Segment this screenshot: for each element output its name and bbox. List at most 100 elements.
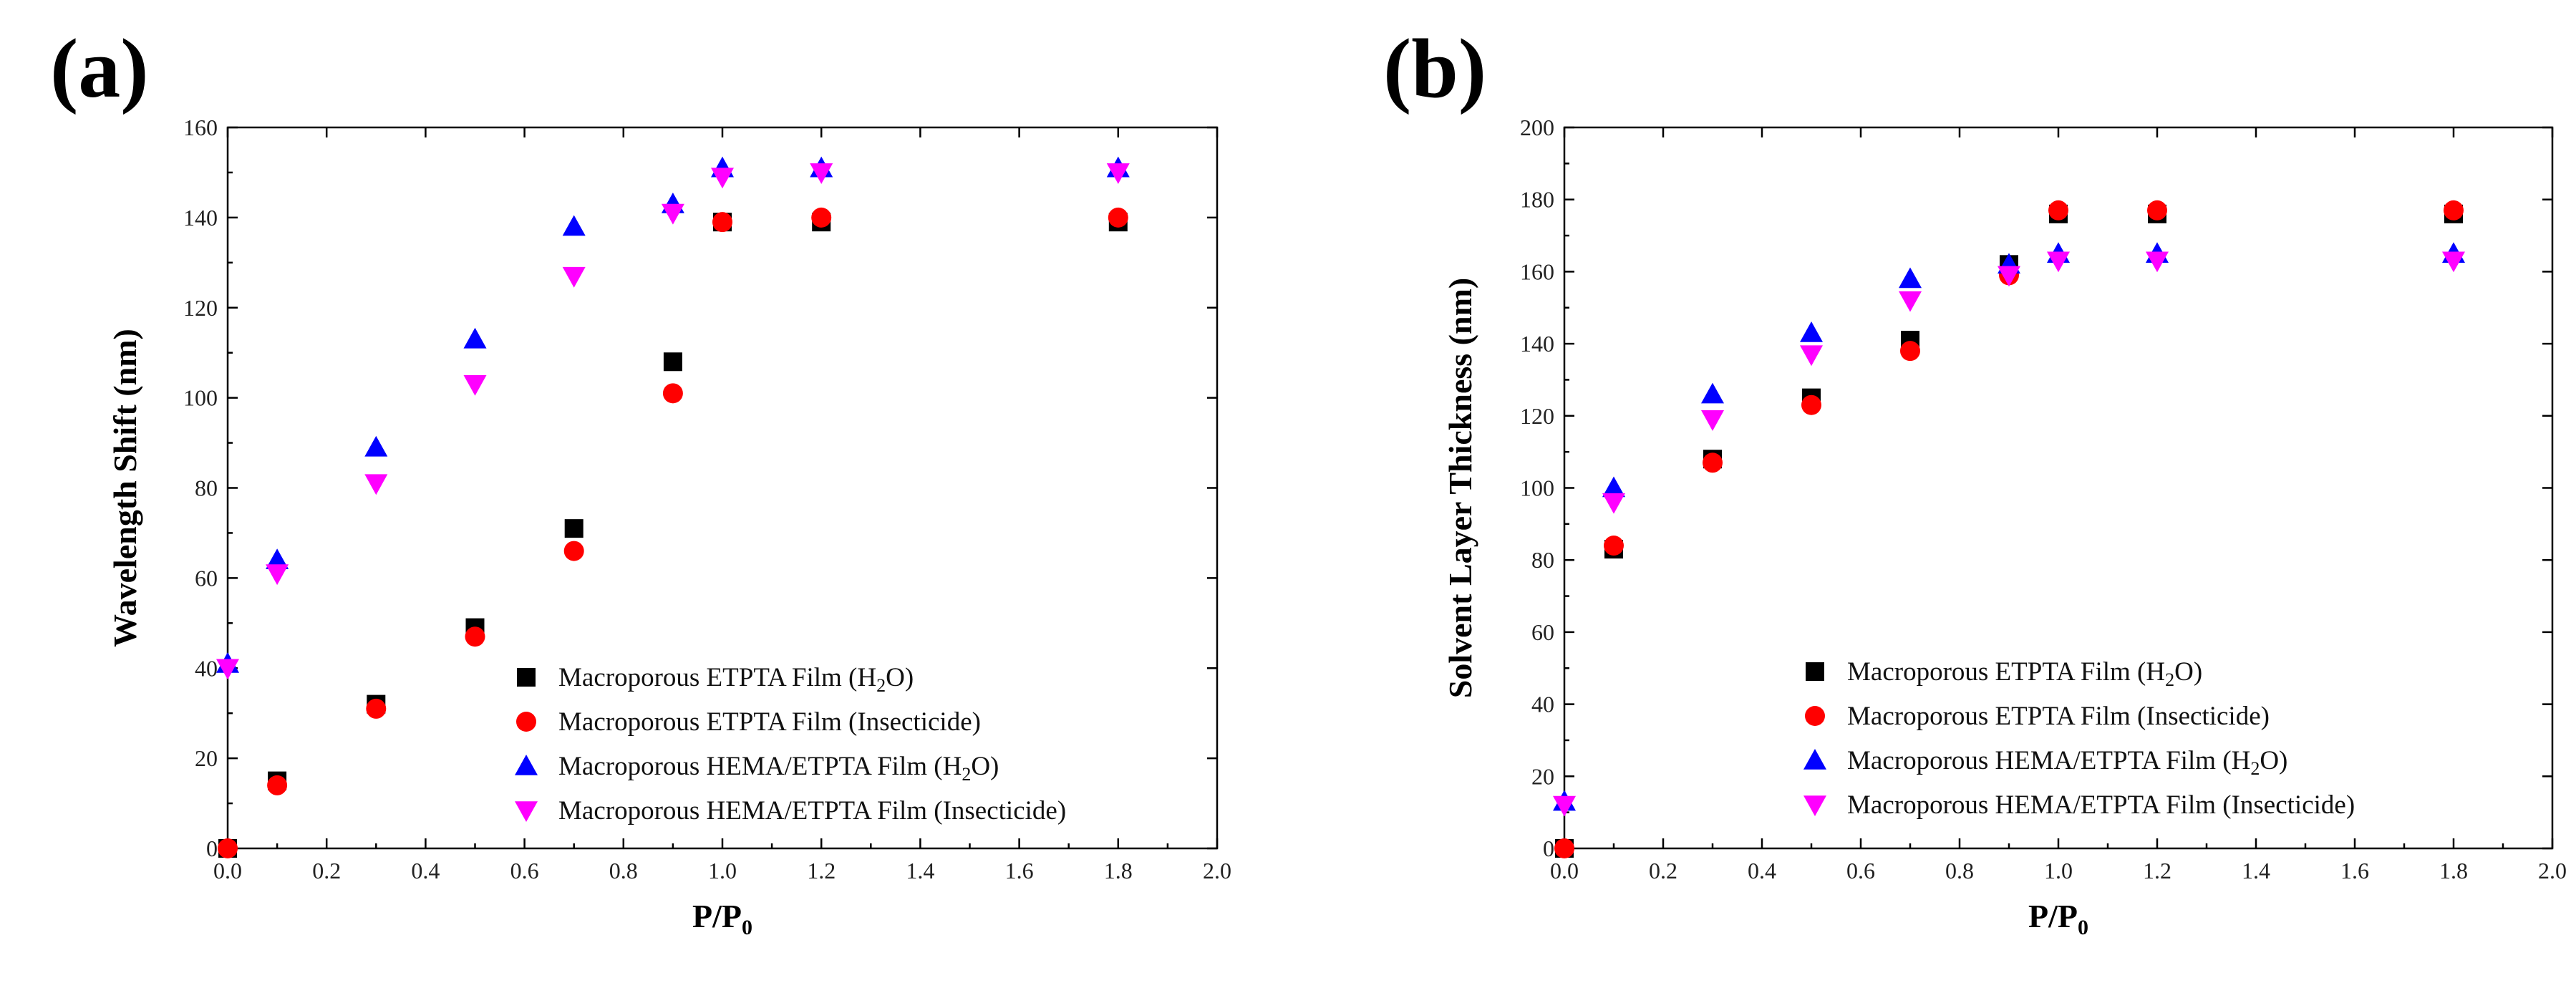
data-point <box>1801 394 1821 415</box>
x-axis-title-main: P/P <box>692 898 742 934</box>
y-axis-title: Solvent Layer Thickness (nm) <box>1442 278 1478 698</box>
panel-b: (b)0.0 0.2 0.4 0.6 0.8 1.0 1.2 1.4 1.6 1.8 2.00204… <box>1383 21 2567 939</box>
x-tick-label: 1.0 <box>708 858 737 883</box>
data-point <box>266 564 289 586</box>
x-tick-label: 1.8 <box>2439 858 2468 883</box>
series-1 <box>1554 200 2464 858</box>
y-tick-label: 140 <box>183 205 218 231</box>
data-point <box>1701 382 1724 404</box>
x-tick-label: 1.8 <box>1104 858 1133 883</box>
legend-label-main: Macroporous HEMA/ETPTA Film (Insecticide… <box>1847 790 2355 820</box>
x-tick-label: 1.6 <box>2340 858 2369 883</box>
x-tick-label: 0.8 <box>609 858 638 883</box>
legend-marker <box>516 712 536 732</box>
data-point <box>563 541 584 561</box>
x-tick-label: 0.2 <box>312 858 341 883</box>
legend-label-tail: O) <box>2260 746 2287 775</box>
legend-label-main: Macroporous ETPTA Film (H <box>558 663 876 692</box>
y-tick-label: 60 <box>1531 619 1554 645</box>
legend-label: Macroporous HEMA/ETPTA Film (H2O) <box>558 752 999 785</box>
data-point <box>364 474 388 495</box>
y-tick-label: 160 <box>183 115 218 140</box>
x-tick-label: 0.4 <box>1748 858 1776 883</box>
y-tick-label: 100 <box>183 385 218 411</box>
y-tick-label: 180 <box>1520 187 1554 213</box>
x-tick-label: 0.2 <box>1649 858 1677 883</box>
legend-label: Macroporous ETPTA Film (H2O) <box>558 663 914 696</box>
data-point <box>711 168 734 189</box>
data-point <box>1553 795 1576 817</box>
data-point <box>463 374 487 396</box>
data-point <box>811 207 832 228</box>
y-tick-label: 80 <box>1531 547 1554 573</box>
legend-marker <box>517 668 536 687</box>
data-point <box>366 698 387 719</box>
data-point <box>1899 291 1922 312</box>
data-point <box>2047 251 2070 273</box>
legend-label-main: Macroporous HEMA/ETPTA Film (H <box>558 752 962 781</box>
x-tick-label: 2.0 <box>2538 858 2567 883</box>
data-point <box>463 327 487 349</box>
legend-label-tail: O) <box>2174 657 2202 687</box>
y-tick-label: 200 <box>1520 115 1554 140</box>
plot-frame <box>1563 126 2554 850</box>
legend-label: Macroporous HEMA/ETPTA Film (Insecticide… <box>558 796 1066 825</box>
data-point <box>364 435 388 457</box>
y-tick-label: 40 <box>1531 692 1554 717</box>
y-tick-label: 160 <box>1520 258 1554 284</box>
y-axis-title: Wavelength Shift (nm) <box>107 329 143 647</box>
y-tick-label: 80 <box>195 475 218 501</box>
x-tick-label: 1.2 <box>2143 858 2171 883</box>
data-point <box>1703 452 1723 473</box>
data-point <box>564 519 584 538</box>
panel-a: (a)0.0 0.2 0.4 0.6 0.8 1.0 1.2 1.4 1.6 1.8 2.00204… <box>50 21 1231 939</box>
data-point <box>712 212 732 233</box>
data-point <box>1602 476 1625 498</box>
x-axis-title: P/P0 <box>692 898 752 939</box>
data-point <box>1998 266 2020 287</box>
data-point <box>2442 251 2465 273</box>
data-point <box>1800 321 1823 342</box>
legend-marker <box>515 755 538 775</box>
y-tick-label: 0 <box>206 836 218 861</box>
y-tick-label: 120 <box>1520 403 1554 429</box>
data-point <box>2146 251 2169 273</box>
legend-label-tail: O) <box>971 752 999 781</box>
data-point <box>661 203 684 225</box>
x-axis-title-main: P/P <box>2028 898 2078 934</box>
data-point <box>562 266 586 288</box>
legend-marker <box>1806 662 1824 681</box>
data-point <box>1108 207 1128 228</box>
legend-label-main: Macroporous ETPTA Film (H <box>1847 657 2165 687</box>
data-point <box>267 775 288 795</box>
data-point <box>1701 410 1724 431</box>
data-point <box>1899 267 1922 289</box>
legend-label-sub: 2 <box>876 675 886 696</box>
x-tick-label: 0.0 <box>1550 858 1579 883</box>
y-tick-label: 0 <box>1543 836 1554 861</box>
legend-label-sub: 2 <box>962 764 971 785</box>
series-3 <box>1553 251 2465 817</box>
x-tick-label: 0.8 <box>1945 858 1974 883</box>
data-point <box>2444 200 2464 221</box>
data-point <box>2147 200 2167 221</box>
legend-label-main: Macroporous HEMA/ETPTA Film (H <box>1847 746 2250 775</box>
data-point <box>216 659 239 680</box>
data-point <box>562 215 586 236</box>
data-point <box>465 626 485 647</box>
legend-label-sub: 2 <box>2165 669 2174 690</box>
x-tick-label: 1.2 <box>807 858 836 883</box>
legend-marker <box>1805 706 1825 726</box>
data-point <box>1900 341 1920 362</box>
legend-label: Macroporous ETPTA Film (H2O) <box>1847 657 2202 690</box>
data-point <box>266 548 289 569</box>
legend-marker <box>1803 795 1826 816</box>
data-point <box>662 383 683 404</box>
legend-marker <box>1803 749 1826 770</box>
data-point <box>218 838 238 858</box>
panel-label: (b) <box>1383 21 1486 115</box>
x-tick-label: 0.0 <box>213 858 242 883</box>
legend-label: Macroporous HEMA/ETPTA Film (Insecticide… <box>1847 790 2355 820</box>
legend-label: Macroporous HEMA/ETPTA Film (H2O) <box>1847 746 2287 779</box>
